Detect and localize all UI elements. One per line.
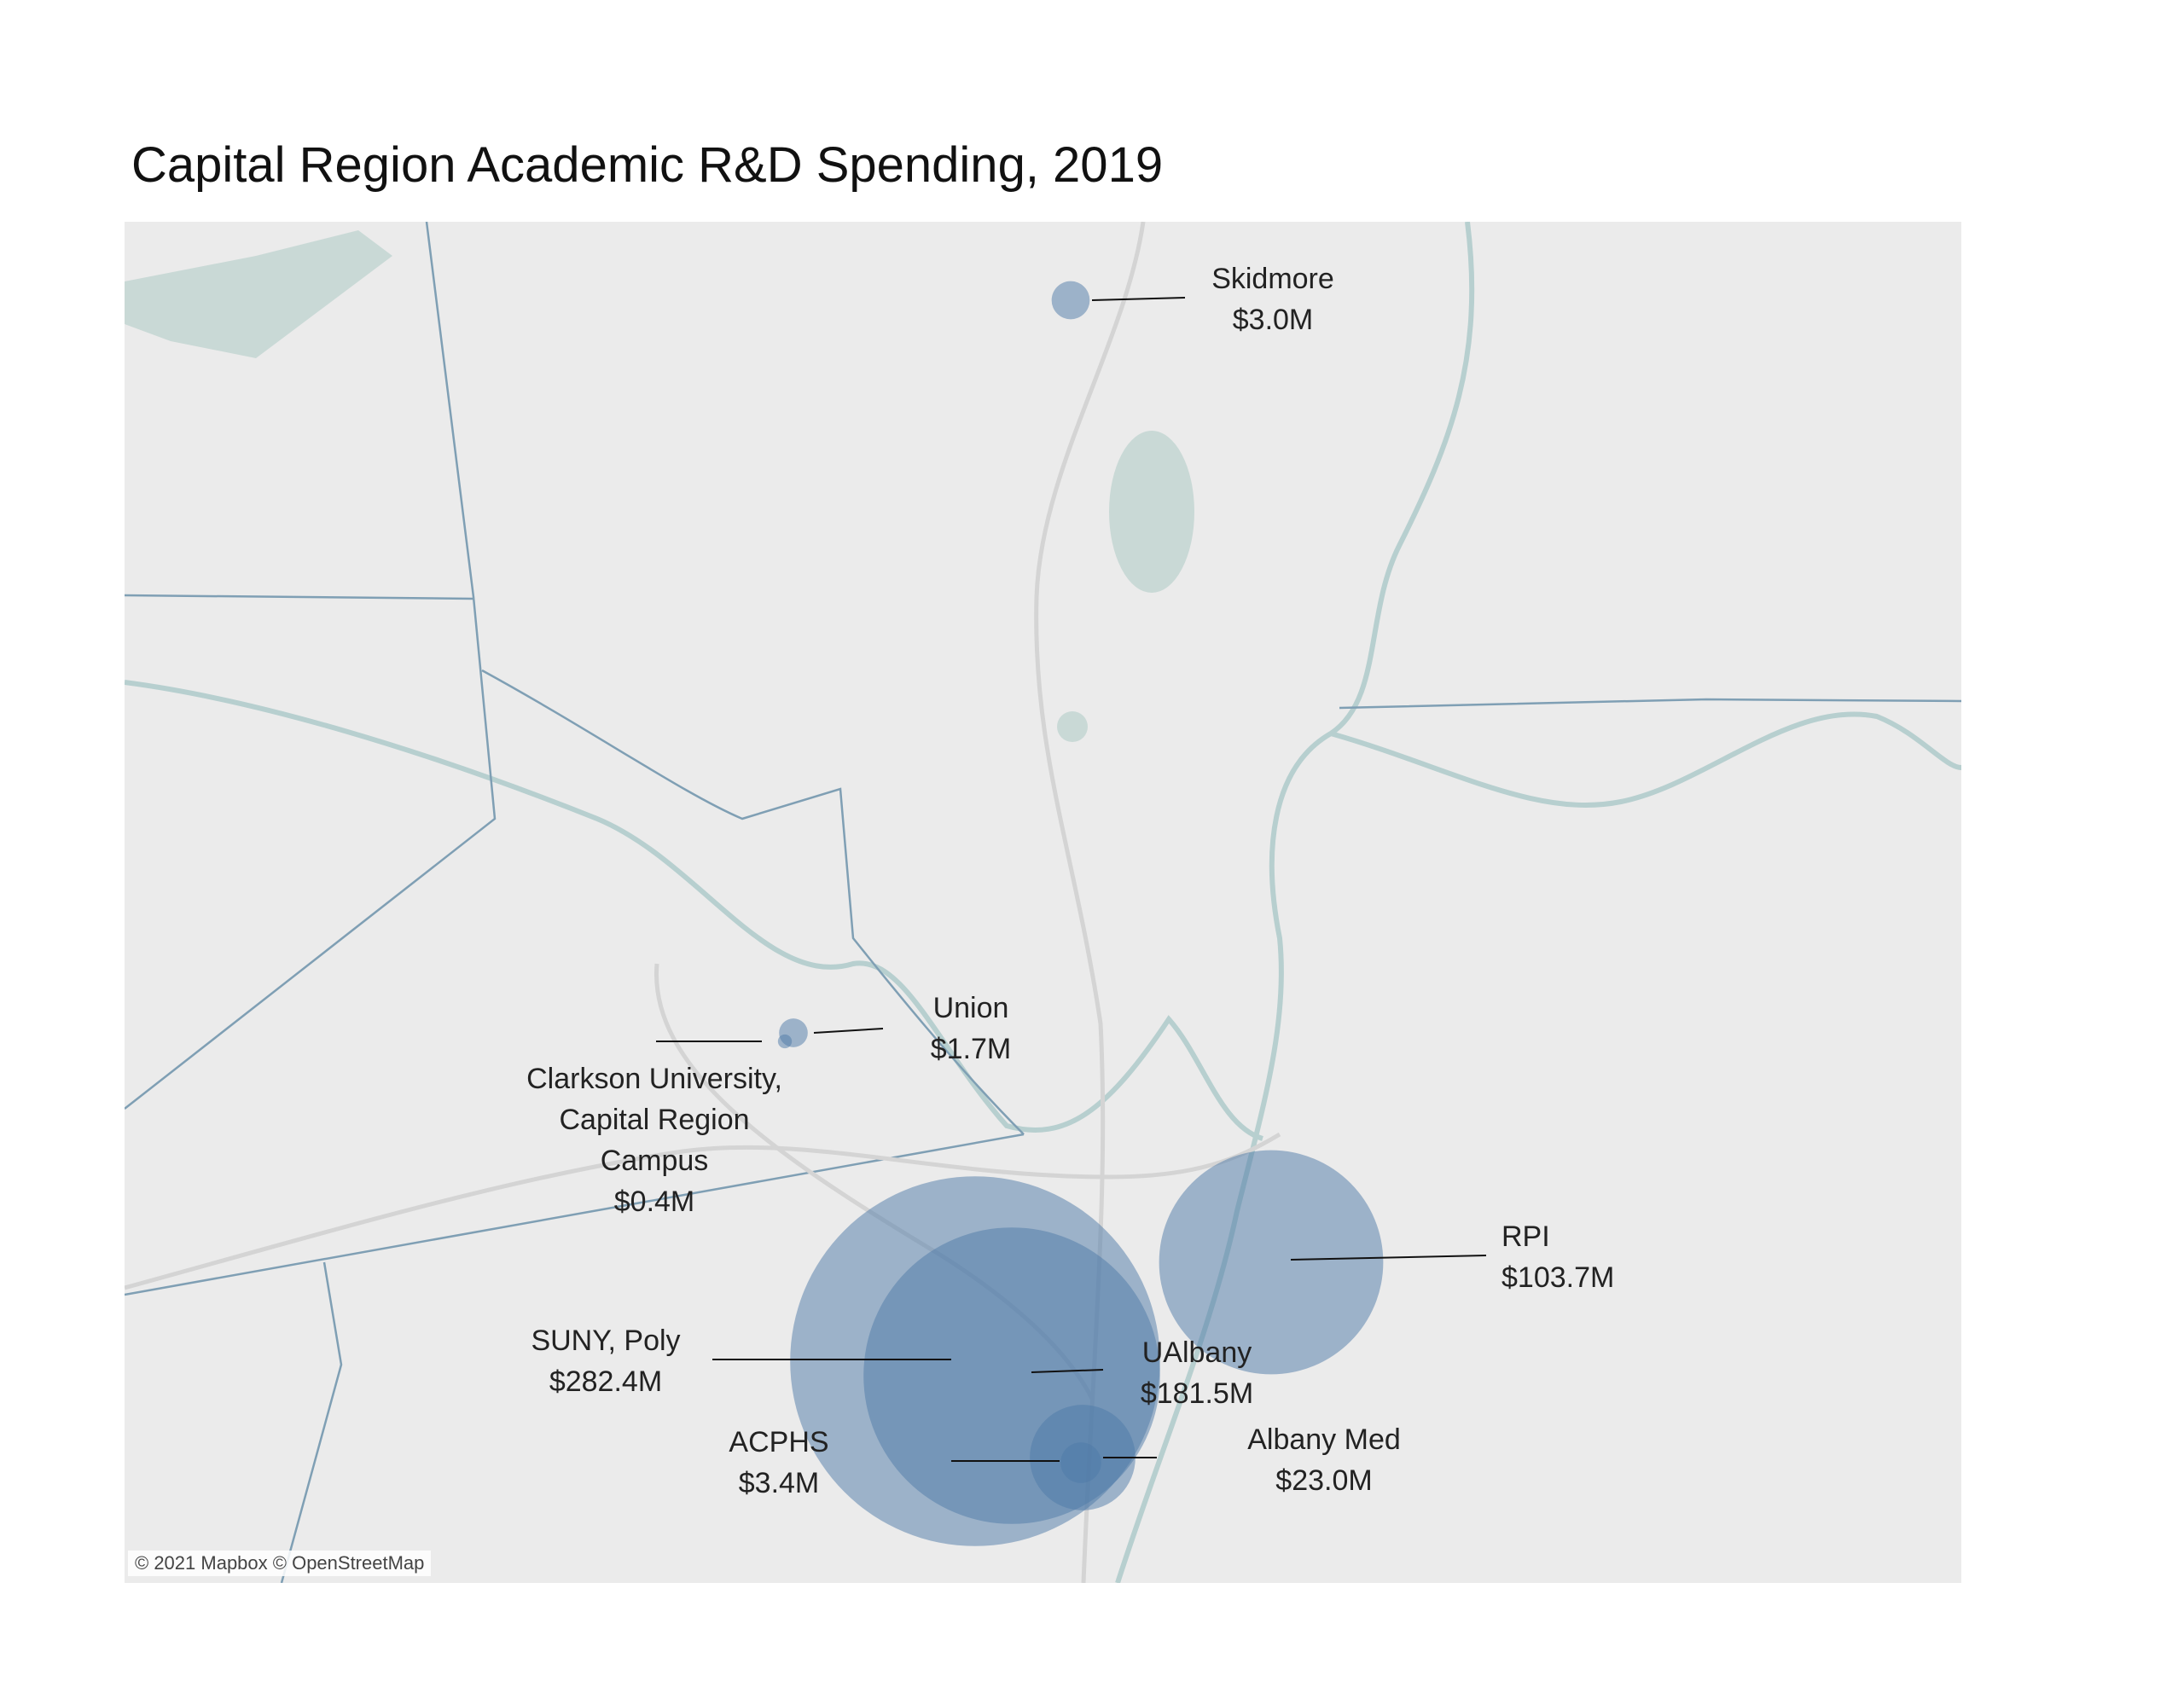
marker-label: Union $1.7M: [886, 988, 1056, 1070]
attribution: © 2021 Mapbox © OpenStreetMap: [128, 1551, 432, 1576]
marker-label: Clarkson University, Capital Region Camp…: [509, 1058, 799, 1222]
water: [125, 230, 1194, 742]
marker-label: SUNY, Poly $282.4M: [435, 1320, 776, 1402]
marker-value: $181.5M: [1140, 1377, 1254, 1410]
marker-name: Albany Med: [1247, 1423, 1401, 1456]
marker-label: Albany Med $23.0M: [1196, 1419, 1452, 1501]
map: [125, 222, 1961, 1583]
marker-value: $0.4M: [613, 1186, 695, 1218]
marker-value: $103.7M: [1502, 1261, 1615, 1294]
boundaries: [125, 222, 1961, 1583]
bubble: [1159, 1150, 1384, 1375]
marker-label: Skidmore $3.0M: [1162, 258, 1384, 340]
marker-name: UAlbany: [1141, 1336, 1252, 1369]
marker-name: RPI: [1502, 1220, 1550, 1253]
bubble: [777, 1034, 793, 1049]
marker-name: Skidmore: [1211, 263, 1334, 295]
marker-name: SUNY, Poly: [531, 1325, 681, 1357]
marker-label: ACPHS $3.4M: [685, 1422, 873, 1504]
marker-value: $3.0M: [1232, 304, 1314, 336]
marker-name: ACPHS: [729, 1426, 829, 1458]
map-title: Capital Region Academic R&D Spending, 20…: [131, 137, 1164, 193]
leader-line: [1091, 297, 1186, 301]
marker-value: $282.4M: [549, 1365, 663, 1398]
marker-name: Union: [932, 992, 1009, 1024]
leader-line: [813, 1028, 884, 1034]
bubble: [1060, 1442, 1101, 1483]
marker-value: $23.0M: [1275, 1464, 1373, 1497]
marker-value: $1.7M: [930, 1033, 1012, 1065]
leader-line: [1031, 1369, 1104, 1373]
marker-label: UAlbany $181.5M: [1069, 1332, 1325, 1414]
marker-name: Clarkson University, Capital Region Camp…: [526, 1063, 782, 1177]
marker-label: RPI $103.7M: [1502, 1216, 1757, 1298]
bubble: [1051, 281, 1090, 320]
marker-value: $3.4M: [738, 1467, 820, 1499]
leader-line: [1290, 1255, 1487, 1261]
